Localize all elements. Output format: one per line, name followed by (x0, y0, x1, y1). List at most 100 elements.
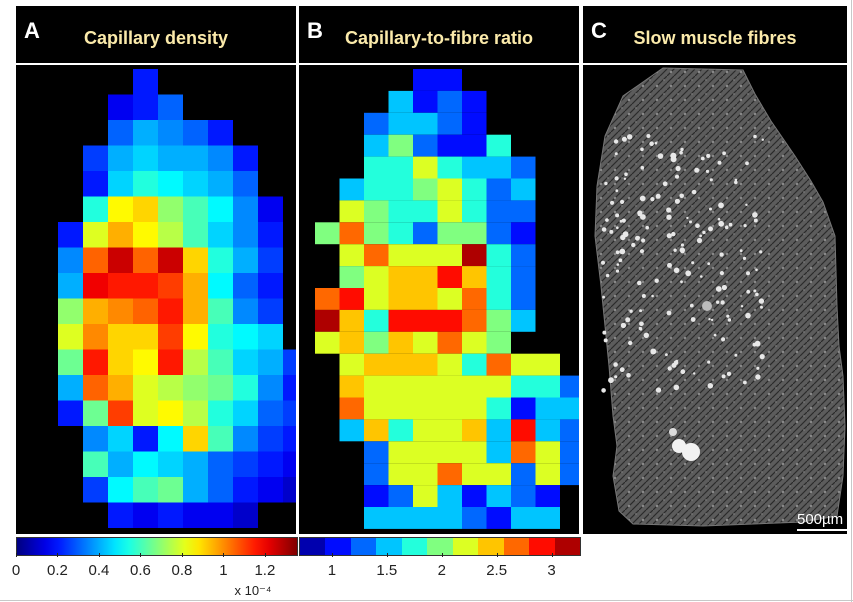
heatmap-cell (158, 145, 183, 171)
heatmap-cell (437, 112, 462, 135)
slow-fibre (623, 177, 627, 180)
heatmap-cell (486, 397, 511, 420)
slow-fibre (699, 234, 702, 238)
heatmap-cell (258, 222, 283, 248)
heatmap-cell (486, 200, 511, 223)
heatmap-cell (183, 298, 208, 324)
heatmap-cell (437, 178, 462, 201)
heatmap-cell (183, 477, 208, 503)
heatmap-cell (158, 502, 183, 528)
slow-fibre (727, 318, 732, 322)
slow-fibre (746, 289, 751, 294)
heatmap-cell (511, 309, 536, 332)
heatmap-cell (413, 419, 438, 442)
heatmap-cell (133, 171, 158, 197)
heatmap-cell (233, 477, 258, 503)
heatmap-cell (339, 419, 364, 442)
slow-fibre (689, 303, 694, 308)
heatmap-cell (58, 273, 83, 299)
heatmap-cell (462, 419, 487, 442)
heatmap-cell (233, 273, 258, 299)
slow-fibre (728, 222, 733, 227)
heatmap-cell (462, 244, 487, 267)
slow-fibre (680, 280, 683, 284)
slow-fibre (739, 249, 743, 253)
slow-fibre (657, 153, 664, 159)
slow-fibre (715, 286, 722, 292)
slow-fibre (671, 362, 677, 368)
heatmap-cell (535, 463, 560, 486)
heatmap-cell (83, 171, 108, 197)
heatmap-cell (233, 502, 258, 528)
heatmap-cell (413, 156, 438, 179)
heatmap-cell (339, 222, 364, 245)
slow-fibre (674, 198, 680, 204)
heatmap-cell (511, 178, 536, 201)
colorbar-tick-mark (181, 553, 183, 557)
heatmap-cell (183, 400, 208, 426)
slow-fibre (640, 214, 646, 220)
heatmap-cell (108, 502, 133, 528)
heatmap-cell (560, 441, 579, 464)
heatmap-cell (83, 247, 108, 273)
slow-fibre (745, 161, 749, 166)
slow-fibre (696, 237, 703, 244)
heatmap-cell (58, 222, 83, 248)
slow-fibre (603, 338, 608, 343)
colorbar-tick-label: 0 (11, 562, 21, 579)
slow-fibre (638, 326, 642, 331)
heatmap-cell (108, 145, 133, 171)
colorbar-tick-mark (16, 553, 17, 557)
colorbar-capillary-to-fibre-ratio (299, 537, 581, 556)
heatmap-cell (208, 196, 233, 222)
heatmap-cell (183, 222, 208, 248)
heatmap-cell (437, 397, 462, 420)
heatmap-cell (183, 502, 208, 528)
header-divider (583, 63, 847, 65)
colorbar-capillary-density (16, 537, 298, 556)
heatmap-cell (183, 426, 208, 452)
slow-fibre (675, 165, 681, 172)
heatmap-cell (535, 375, 560, 398)
heatmap-cell (486, 331, 511, 354)
heatmap-cell (413, 200, 438, 223)
colorbar-tick-mark (441, 553, 443, 557)
slow-fibre (625, 317, 631, 323)
header-divider (299, 63, 579, 65)
heatmap-cell (388, 419, 413, 442)
slow-fibre (604, 181, 608, 186)
slow-fibre (646, 134, 651, 138)
heatmap-cell (462, 309, 487, 332)
heatmap-cell (413, 309, 438, 332)
heatmap-cell (364, 463, 389, 486)
heatmap-cell (413, 266, 438, 288)
heatmap-cell (158, 400, 183, 426)
heatmap-cell (133, 196, 158, 222)
colorbar-segment (325, 538, 351, 555)
slow-fibre (613, 139, 619, 144)
slow-fibre (651, 294, 654, 298)
heatmap-cell (413, 485, 438, 507)
slow-fibre (705, 169, 710, 173)
heatmap-cell (437, 90, 462, 113)
heatmap-cell (511, 288, 536, 310)
heatmap-cell (486, 485, 511, 507)
slow-fibre (745, 312, 751, 319)
heatmap-cell (158, 426, 183, 452)
slow-fibre (605, 273, 610, 278)
heatmap-cell (364, 507, 389, 529)
slow-fibre (719, 271, 724, 276)
heatmap-cell (133, 477, 158, 503)
heatmap-cell (183, 247, 208, 273)
heatmap-cell (233, 298, 258, 324)
slow-fibre (649, 141, 654, 146)
slow-fibre (670, 152, 677, 159)
scale-bar (797, 529, 853, 531)
heatmap-cell (511, 419, 536, 442)
heatmap-cell (283, 477, 296, 503)
heatmap-cell (208, 324, 233, 350)
slow-fibre (673, 248, 677, 252)
heatmap-cell (133, 120, 158, 146)
heatmap-cell (364, 441, 389, 464)
heatmap-cell (133, 324, 158, 350)
